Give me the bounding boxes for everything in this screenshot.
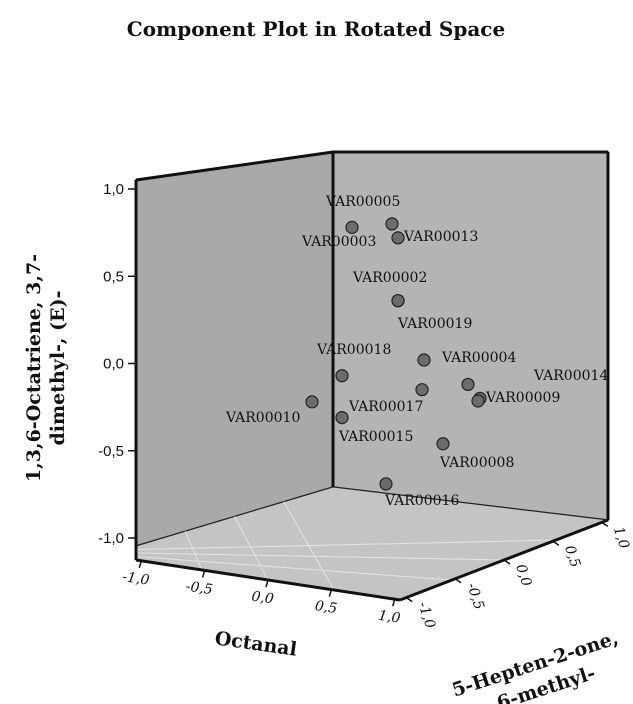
point-label: VAR00010 bbox=[225, 410, 300, 426]
z-tick-mark bbox=[601, 521, 609, 528]
point-label: VAR00008 bbox=[439, 455, 514, 471]
x-tick-mark bbox=[201, 570, 206, 578]
point-label: VAR00015 bbox=[338, 429, 413, 445]
z-tick-label: 0,5 bbox=[561, 543, 583, 569]
z-tick-mark bbox=[405, 596, 413, 603]
point-var00018 bbox=[335, 369, 349, 383]
z-tick-label: -1,0 bbox=[414, 600, 438, 631]
floor-gridline bbox=[135, 539, 557, 550]
x-tick-label: 0,5 bbox=[314, 598, 338, 617]
point-var00013 bbox=[391, 231, 405, 245]
x-tick-label: -0,5 bbox=[185, 579, 214, 599]
floor-gridline bbox=[135, 552, 505, 561]
x-axis-label: Octanal bbox=[213, 627, 298, 660]
point-label: VAR00017 bbox=[348, 399, 423, 415]
x-tick-label: 0,0 bbox=[250, 589, 274, 608]
floor-gridline bbox=[234, 516, 269, 581]
z-tick-mark bbox=[503, 559, 511, 565]
z-tick-label: 1,0 bbox=[610, 525, 632, 551]
y-tick-label: 0,0 bbox=[103, 356, 124, 373]
point-label: VAR00013 bbox=[403, 229, 478, 245]
chart-title: Component Plot in Rotated Space bbox=[127, 17, 505, 41]
point-var00005 bbox=[385, 217, 399, 231]
z-tick-mark bbox=[552, 540, 560, 546]
x-ticks: -1,0 -0,5 0,0 0,5 1,0 bbox=[121, 560, 402, 627]
z-ticks: 1,0 0,5 0,0 -0,5 -1,0 bbox=[405, 521, 632, 631]
point-var00003 bbox=[345, 220, 359, 234]
point-var00004 bbox=[417, 353, 431, 367]
points: VAR00005 VAR00003 VAR00013 VAR00002 VAR00019… bbox=[225, 194, 608, 509]
point-label: VAR00004 bbox=[441, 350, 516, 366]
point-label: VAR00005 bbox=[325, 194, 400, 210]
point-var00016 bbox=[379, 477, 393, 491]
point-var00008 bbox=[436, 437, 450, 451]
z-tick-mark bbox=[454, 578, 462, 584]
box-edge bbox=[135, 150, 334, 182]
point-label: VAR00016 bbox=[384, 493, 459, 509]
y-tick-label: 0,5 bbox=[103, 268, 124, 285]
x-tick-label: -1,0 bbox=[121, 569, 150, 589]
x-tick-mark bbox=[265, 579, 269, 588]
x-tick-mark bbox=[391, 598, 396, 607]
y-tick-label: -0,5 bbox=[98, 443, 124, 460]
point-var00015 bbox=[335, 410, 349, 425]
x-tick-label: 1,0 bbox=[377, 608, 401, 627]
x-tick-mark bbox=[138, 560, 143, 569]
z-tick-label: -0,5 bbox=[463, 581, 487, 612]
point-var00019 bbox=[391, 294, 405, 308]
point-var00010 bbox=[305, 395, 319, 409]
y-tick-label: 1,0 bbox=[103, 181, 124, 198]
point-label: VAR00019 bbox=[397, 316, 472, 332]
z-tick-label: 0,0 bbox=[512, 562, 534, 588]
point-label: VAR00014 bbox=[533, 368, 608, 384]
point-label: VAR00009 bbox=[485, 390, 560, 406]
point-label: VAR00018 bbox=[316, 342, 391, 358]
y-ticks: 1,0 0,5 0,0 -0,5 -1,0 bbox=[98, 181, 136, 547]
point-var00014 bbox=[461, 377, 475, 392]
point-label: VAR00002 bbox=[352, 270, 427, 286]
floor-gridline bbox=[184, 531, 203, 571]
y-tick-label: -1,0 bbox=[98, 530, 124, 547]
floor-gridline bbox=[135, 556, 453, 581]
plot-box bbox=[134, 150, 610, 602]
y-axis-label-line1: 1,3,6-Octatriene, 3,7- bbox=[23, 254, 45, 482]
back-wall bbox=[135, 151, 334, 548]
point-var00017 bbox=[415, 383, 429, 397]
x-tick-mark bbox=[328, 589, 333, 597]
y-axis-label-line2: dimethyl-, (E)- bbox=[47, 290, 69, 445]
point-label: VAR00003 bbox=[301, 234, 376, 250]
point-marker bbox=[471, 394, 485, 408]
